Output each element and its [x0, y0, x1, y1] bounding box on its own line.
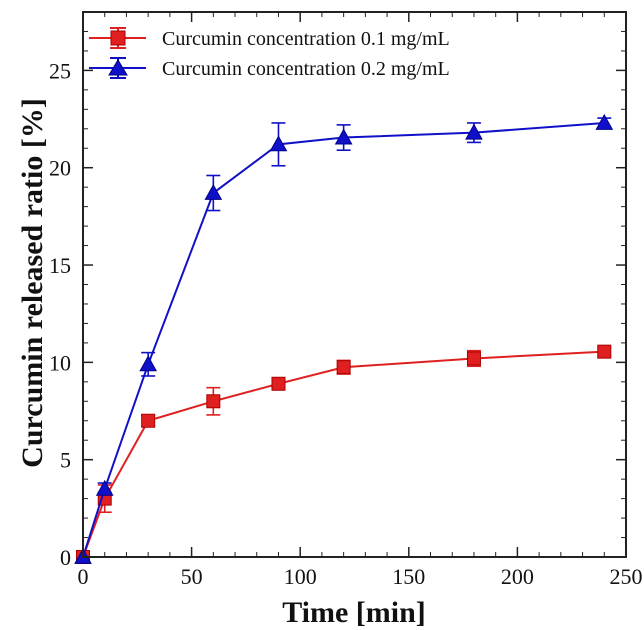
legend: Curcumin concentration 0.1 mg/mL Curcumi… — [89, 27, 450, 80]
plot-background — [83, 12, 626, 557]
data-point-triangle-1-1 — [95, 479, 114, 496]
legend-label-1: Curcumin concentration 0.2 mg/mL — [162, 58, 450, 80]
legend-label-0: Curcumin concentration 0.1 mg/mL — [162, 28, 450, 50]
axes-layer: 0 50 100 150 200 250 0 5 10 15 20 25 — [49, 11, 643, 589]
square-marker-icon — [110, 30, 126, 46]
data-point-square-0-3 — [206, 394, 221, 409]
data-point-triangle-1-3 — [204, 183, 223, 200]
x-axis-title: Time [min] — [282, 596, 426, 629]
series-0 — [76, 344, 612, 564]
x-tick-label-1: 50 — [181, 564, 203, 589]
y-tick-label-5: 25 — [49, 58, 71, 83]
x-tick-label-0: 0 — [78, 564, 89, 589]
y-tick-label-3: 15 — [49, 253, 71, 278]
data-point-square-0-6 — [466, 351, 481, 366]
x-tick-label-4: 200 — [501, 564, 534, 589]
series-line-0 — [82, 350, 605, 558]
plot-area — [83, 12, 626, 557]
series-1 — [74, 113, 614, 564]
y-tick-label-1: 5 — [60, 448, 71, 473]
data-point-triangle-1-5 — [334, 128, 353, 145]
triangle-marker-icon — [108, 59, 128, 76]
data-point-square-0-2 — [141, 413, 156, 428]
data-point-triangle-1-6 — [465, 123, 483, 140]
series-layer — [74, 113, 614, 564]
y-tick-label-4: 20 — [49, 156, 71, 181]
y-axis-title: Curcumin released ratio [%] — [16, 98, 49, 468]
data-point-square-0-5 — [336, 360, 351, 375]
y-tick-label-0: 0 — [60, 545, 71, 570]
x-tick-label-2: 100 — [284, 564, 317, 589]
y-tick-label-2: 10 — [49, 350, 71, 375]
data-point-triangle-1-2 — [139, 355, 158, 372]
data-point-square-0-7 — [597, 344, 612, 359]
x-tick-label-3: 150 — [392, 564, 425, 589]
x-tick-label-5: 250 — [610, 564, 643, 589]
data-point-triangle-1-4 — [269, 135, 288, 152]
data-point-square-0-4 — [271, 376, 286, 391]
data-point-triangle-1-7 — [595, 113, 614, 130]
series-line-1 — [82, 121, 605, 558]
